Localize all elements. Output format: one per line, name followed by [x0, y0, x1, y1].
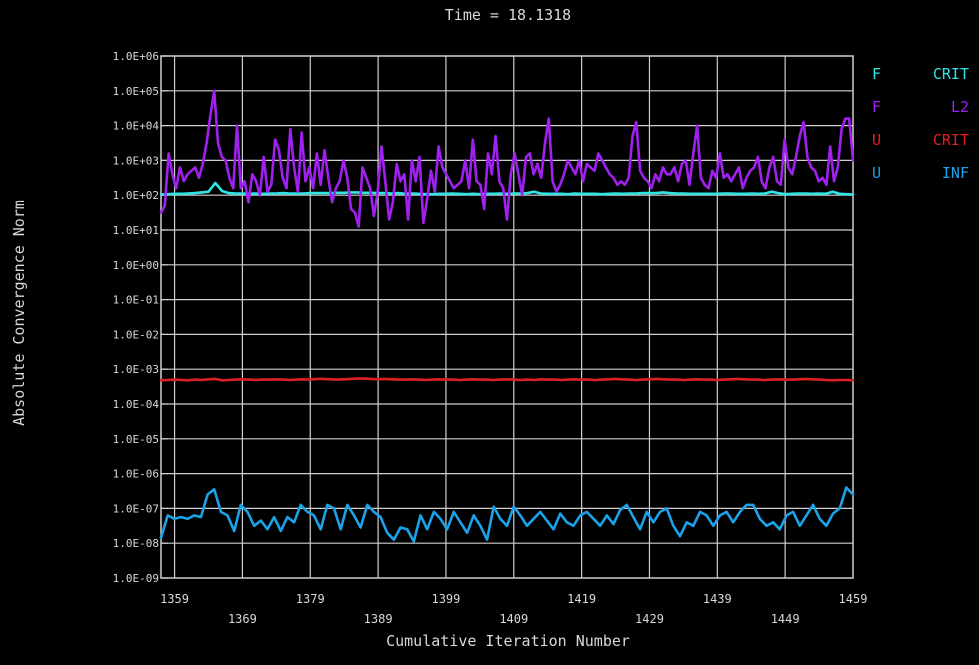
y-tick-labels: 1.0E+06 1.0E+05 1.0E+04 1.0E+03 1.0E+02 1.0E+…: [113, 50, 160, 585]
plot-grid: [161, 55, 853, 579]
x-tick-label: 1369: [228, 612, 257, 626]
x-tick-label: 1359: [160, 592, 189, 606]
y-tick-label: 1.0E+06: [113, 50, 159, 63]
y-tick-label: 1.0E+04: [113, 120, 160, 133]
series-line-3: [159, 486, 855, 543]
y-tick-label: 1.0E+01: [113, 224, 159, 237]
y-tick-label: 1.0E-03: [113, 363, 159, 376]
y-axis-label: Absolute Convergence Norm: [10, 200, 28, 426]
y-tick-label: 1.0E+00: [113, 259, 159, 272]
x-tick-label: 1429: [635, 612, 664, 626]
y-tick-label: 1.0E-01: [113, 294, 159, 307]
legend: F CRIT F L2 U CRIT U INF: [872, 65, 969, 182]
series-line-2: [159, 377, 855, 382]
x-axis-label: Cumulative Iteration Number: [386, 632, 630, 650]
legend-key: U: [872, 131, 881, 149]
x-tick-label: 1389: [364, 612, 393, 626]
y-tick-label: 1.0E-07: [113, 502, 159, 515]
legend-label: INF: [942, 164, 969, 182]
legend-label: CRIT: [933, 131, 969, 149]
x-tick-label: 1409: [499, 612, 528, 626]
series-line-1: [159, 89, 855, 228]
y-tick-label: 1.0E-05: [113, 433, 159, 446]
x-tick-label: 1439: [703, 592, 732, 606]
y-tick-label: 1.0E-02: [113, 328, 159, 341]
y-tick-label: 1.0E+03: [113, 154, 159, 167]
x-tick-label: 1459: [839, 592, 868, 606]
x-tick-label: 1399: [431, 592, 460, 606]
legend-label: L2: [951, 98, 969, 116]
legend-key: U: [872, 164, 881, 182]
y-tick-label: 1.0E-06: [113, 468, 159, 481]
chart-title: Time = 18.1318: [445, 6, 571, 24]
legend-key: F: [872, 98, 881, 116]
x-tick-labels: 1359 1379 1399 1419 1439 1459 1369 1389 1409 1429…: [160, 592, 867, 626]
y-tick-label: 1.0E+05: [113, 85, 159, 98]
y-tick-label: 1.0E-04: [113, 398, 160, 411]
y-tick-label: 1.0E-08: [113, 537, 159, 550]
x-tick-label: 1379: [296, 592, 325, 606]
legend-label: CRIT: [933, 65, 969, 83]
y-tick-label: 1.0E+02: [113, 189, 159, 202]
y-tick-label: 1.0E-09: [113, 572, 159, 585]
series-lines: [159, 89, 855, 543]
x-tick-label: 1419: [567, 592, 596, 606]
series-line-0: [159, 181, 855, 196]
legend-key: F: [872, 65, 881, 83]
plot-frame: [160, 55, 854, 579]
x-tick-label: 1449: [771, 612, 800, 626]
